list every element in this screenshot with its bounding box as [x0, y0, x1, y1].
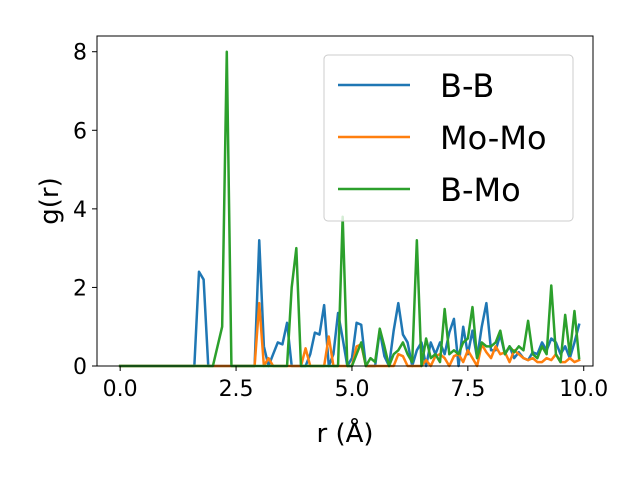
x-tick-label: 0.0 [103, 377, 138, 402]
legend-label: Mo-Mo [440, 119, 547, 157]
legend-box [323, 54, 574, 222]
y-axis: 0 2 4 6 8 [73, 41, 97, 380]
legend-label: B-Mo [440, 171, 521, 209]
y-tick-label: 0 [73, 355, 87, 380]
x-axis: 0.0 2.5 5.0 7.5 10.0 [103, 366, 608, 402]
y-tick-label: 4 [73, 198, 87, 223]
y-tick-label: 6 [73, 119, 87, 144]
y-tick-label: 8 [73, 41, 87, 66]
legend-label: B-B [440, 67, 494, 105]
x-axis-label: r (Å) [316, 417, 373, 449]
x-tick-label: 5.0 [334, 377, 369, 402]
y-tick-label: 2 [73, 276, 87, 301]
series-line-b-mo [118, 50, 581, 368]
x-tick-label: 2.5 [219, 377, 254, 402]
plot-frame [96, 35, 594, 367]
x-tick-label: 10.0 [559, 377, 608, 402]
legend: B-B Mo-Mo B-Mo [323, 54, 574, 222]
legend-items: B-B Mo-Mo B-Mo [338, 67, 547, 209]
y-axis-label: g(r) [35, 177, 65, 224]
x-tick-label: 7.5 [450, 377, 485, 402]
series-line-mo-mo [118, 301, 581, 368]
